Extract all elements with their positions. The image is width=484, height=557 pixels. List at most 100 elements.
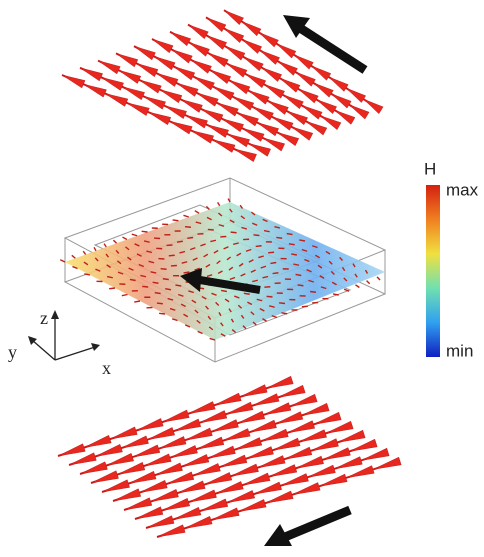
arrow-cone xyxy=(116,260,122,265)
arrow-cone xyxy=(219,454,248,468)
axis-label: z xyxy=(40,308,48,328)
arrow-cone xyxy=(306,269,312,273)
arrow-cone xyxy=(156,524,186,538)
arrow-cone xyxy=(190,130,214,144)
arrow-cone xyxy=(121,86,145,101)
colorbar xyxy=(426,185,440,357)
arrow-cone xyxy=(268,464,298,477)
arrow-cone xyxy=(227,198,231,203)
arrow-cone xyxy=(83,435,112,448)
arrow-cone xyxy=(291,253,298,256)
arrow-cone xyxy=(230,231,237,234)
arrow-cone xyxy=(187,401,216,414)
arrow-cone xyxy=(179,250,186,254)
arrow-cone xyxy=(281,312,288,315)
arrow-cone xyxy=(191,299,197,304)
arrow-cone xyxy=(245,446,274,459)
colorbar-max: max xyxy=(446,180,479,199)
arrow-cone xyxy=(236,252,242,257)
arrow-cone xyxy=(228,79,251,95)
arrow-cone xyxy=(131,233,138,237)
arrow-cone xyxy=(226,63,248,78)
arrow-cone xyxy=(161,498,191,511)
arrow-cone xyxy=(310,438,339,452)
arrow-cone xyxy=(272,437,301,451)
arrow-cone xyxy=(223,246,229,250)
arrow-cone xyxy=(171,49,193,64)
arrow-cone xyxy=(188,489,217,503)
arrow-cone xyxy=(133,46,156,61)
arrow-cone xyxy=(320,115,342,130)
arrow-cone xyxy=(372,456,402,470)
arrow-cone xyxy=(196,436,225,450)
arrow-cone xyxy=(277,60,298,76)
arrow-cone xyxy=(231,329,237,334)
colorbar-min: min xyxy=(446,341,473,360)
arrow-cone xyxy=(234,437,263,450)
arrow-cone xyxy=(188,42,210,57)
arrow-cone xyxy=(241,21,262,37)
arrow-cone xyxy=(125,246,130,251)
arrow-cone xyxy=(291,126,314,141)
arrow-cone xyxy=(177,293,184,297)
arrow-cone xyxy=(243,292,250,295)
arrow-cone xyxy=(257,455,286,468)
arrow-cone xyxy=(134,300,141,303)
arrow-cone xyxy=(330,270,335,275)
arrow-cone xyxy=(238,262,244,267)
arrow-cone xyxy=(258,255,264,259)
arrow-cone xyxy=(269,305,275,308)
arrow-cone xyxy=(112,488,142,502)
arrow-cone xyxy=(252,321,257,326)
arrow-cone xyxy=(325,250,331,255)
arrow-cone xyxy=(262,318,267,322)
arrow-cone xyxy=(184,226,191,228)
arrow-cone xyxy=(279,302,286,305)
arrow-cone xyxy=(79,461,108,475)
arrow-cone xyxy=(211,292,217,296)
arrow-cone xyxy=(229,276,236,281)
arrow-cone xyxy=(183,516,213,529)
axes-triad xyxy=(28,310,100,361)
arrow-cone xyxy=(313,411,342,425)
arrow-cone xyxy=(93,246,97,252)
arrow-cone xyxy=(229,219,235,224)
arrow-cone xyxy=(309,290,317,293)
arrow-cone xyxy=(322,447,351,461)
arrow-cone xyxy=(222,428,251,441)
arrow-cone xyxy=(339,256,344,261)
arrow-cone xyxy=(206,274,213,278)
arrow-cone xyxy=(226,256,232,261)
arrow-cone xyxy=(79,67,103,82)
arrow-cone xyxy=(250,269,256,273)
arrow-cone xyxy=(289,393,318,407)
arrow-cone xyxy=(262,275,269,279)
arrow-cone xyxy=(213,392,242,406)
arrow-cone xyxy=(153,56,176,71)
arrow-cone xyxy=(169,31,192,47)
arrow-cone xyxy=(183,214,189,218)
arrow-cone xyxy=(203,253,209,258)
arrow-cone xyxy=(334,456,363,470)
arrow-cone xyxy=(209,337,216,341)
arrow-cone xyxy=(59,259,66,263)
arrow-cone xyxy=(265,375,294,389)
arrow-cone xyxy=(318,473,348,487)
arrow-cone xyxy=(175,284,182,287)
arrow-cone xyxy=(201,295,207,300)
arrow-cone xyxy=(298,429,327,443)
arrow-cone xyxy=(276,132,300,146)
arrow-cone xyxy=(207,52,229,68)
arrow-cone xyxy=(142,285,149,288)
arrow-cone xyxy=(194,309,199,314)
arrow-cone xyxy=(121,435,149,449)
arrow-cone xyxy=(215,481,244,494)
arrow-cone xyxy=(84,273,91,276)
arrow-cone xyxy=(334,110,356,125)
arrow-cone xyxy=(205,263,211,268)
arrow-cone xyxy=(94,257,99,262)
arrow-cone xyxy=(253,481,282,495)
arrow-cone xyxy=(220,322,224,327)
arrow-cone xyxy=(277,384,306,398)
arrow-cone xyxy=(293,54,314,70)
